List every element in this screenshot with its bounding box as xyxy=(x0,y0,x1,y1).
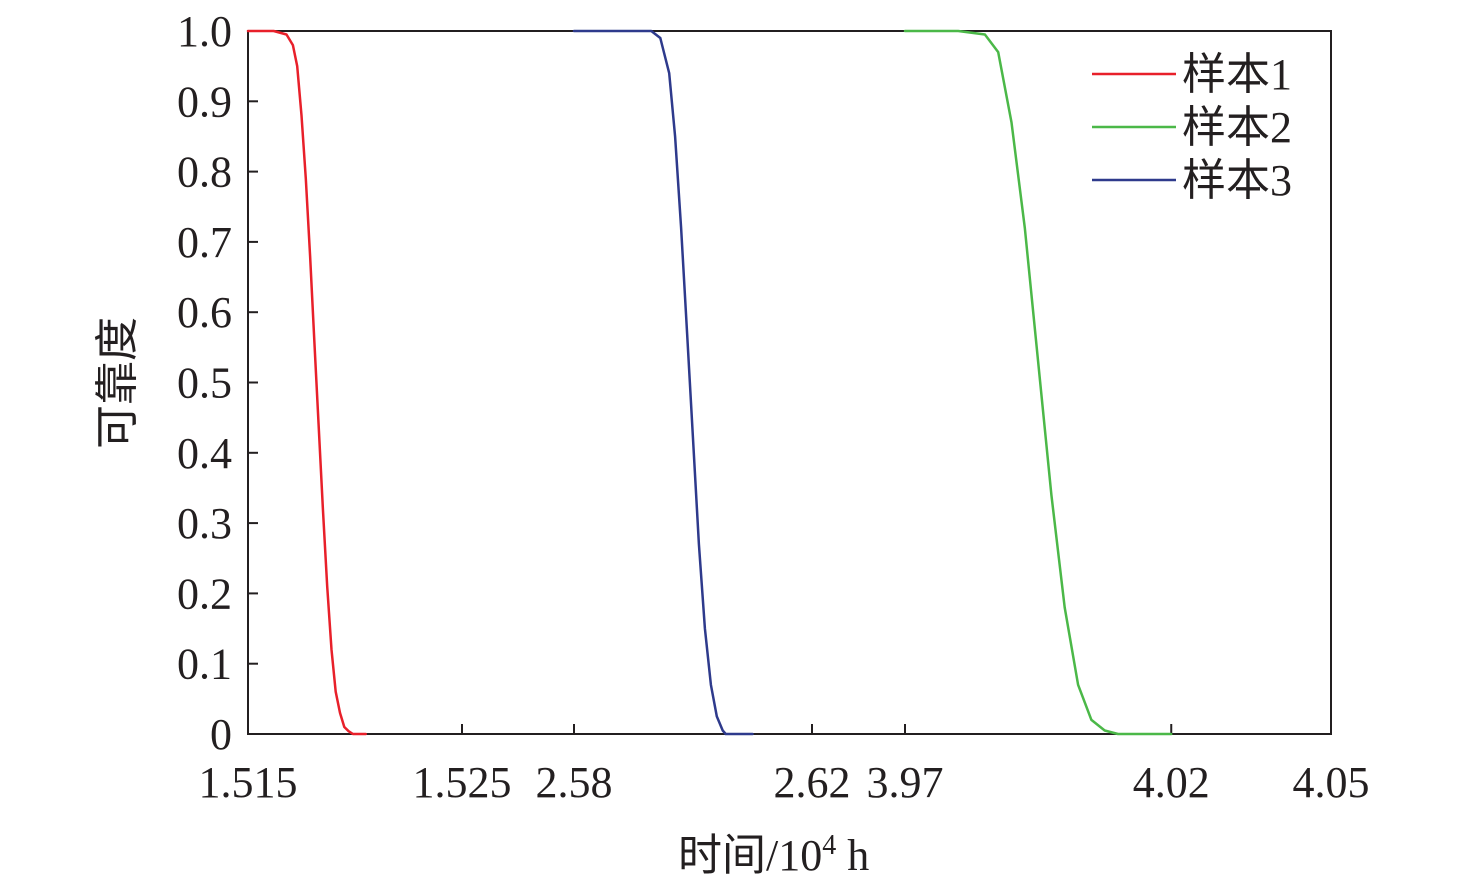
series-line-2 xyxy=(903,29,1173,736)
x-axis-title-main: 时间/10 xyxy=(678,831,822,880)
x-axis-title: 时间/104 h xyxy=(678,830,869,880)
x-tick-label: 3.97 xyxy=(867,758,944,807)
y-axis-title: 可靠度 xyxy=(93,317,142,449)
y-tick-label: 0 xyxy=(210,710,232,759)
x-axis-ticks: 1.515 1.525 2.58 2.62 3.97 4.02 4.05 xyxy=(199,724,1370,807)
x-tick-label: 2.62 xyxy=(774,758,851,807)
series-line-3 xyxy=(572,29,754,736)
plot-frame xyxy=(247,30,1332,735)
x-axis-title-exponent: 4 xyxy=(822,830,836,861)
x-tick-label: 1.515 xyxy=(199,758,298,807)
legend-label-1: 样本1 xyxy=(1182,50,1292,99)
y-tick-label: 0.2 xyxy=(177,569,232,618)
y-tick-label: 0.1 xyxy=(177,640,232,689)
y-tick-label: 0.5 xyxy=(177,359,232,408)
y-tick-label: 0.6 xyxy=(177,288,232,337)
x-tick-label: 2.58 xyxy=(536,758,613,807)
x-tick-label: 4.02 xyxy=(1133,758,1210,807)
y-tick-label: 1.0 xyxy=(177,7,232,56)
y-tick-label: 0.7 xyxy=(177,218,232,267)
y-axis-ticks: 0 0.1 0.2 0.3 0.4 0.5 0.6 0.7 0.8 0.9 1.0 xyxy=(177,7,258,759)
series-lines xyxy=(246,29,1173,736)
legend-label-2: 样本2 xyxy=(1182,103,1292,152)
y-tick-label: 0.4 xyxy=(177,429,232,478)
x-tick-label: 1.525 xyxy=(413,758,512,807)
x-tick-label: 4.05 xyxy=(1293,758,1370,807)
y-tick-label: 0.8 xyxy=(177,148,232,197)
y-tick-label: 0.9 xyxy=(177,77,232,126)
y-tick-label: 0.3 xyxy=(177,499,232,548)
legend-label-3: 样本3 xyxy=(1182,156,1292,205)
series-line-1 xyxy=(246,29,367,736)
x-axis-title-unit: h xyxy=(836,831,869,880)
